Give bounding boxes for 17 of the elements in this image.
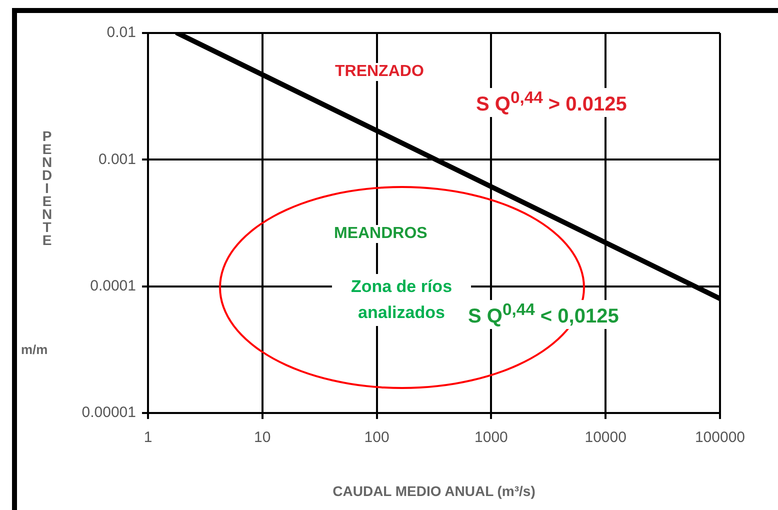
annotation: Zona de ríos analizados [350, 277, 452, 322]
x-tick-label: 10000 [584, 429, 626, 446]
annotation: MEANDROS [332, 225, 430, 243]
y-tick-label: 0.0001 [90, 277, 136, 294]
y-tick-label: 0.01 [106, 24, 136, 42]
x-tick-label: 1000 [474, 429, 508, 446]
y-tick-label: 0.00001 [82, 404, 136, 422]
annotation: S Q$^{0,44}$ < 0,0125 [466, 300, 621, 329]
y-tick-label: 0.001 [98, 150, 136, 168]
x-tick-label: 10 [254, 429, 271, 446]
text: PENDIENTE m/m [21, 128, 55, 357]
x-tick-label: 1 [144, 429, 152, 446]
annotation: S Q$^{0,44}$ > 0.0125 [474, 88, 629, 117]
x-tick-label: 100000 [694, 429, 746, 446]
annotation: TRENZADO [333, 63, 426, 81]
x-tick-label: 100 [364, 429, 390, 446]
x-axis-title: CAUDAL MEDIO ANUAL (m³/s) [332, 483, 536, 499]
